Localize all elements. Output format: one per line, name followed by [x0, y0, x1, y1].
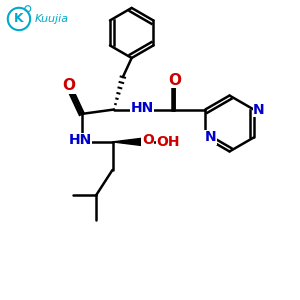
Text: N: N [205, 130, 216, 145]
Text: N: N [253, 103, 265, 116]
Text: OH: OH [157, 135, 180, 149]
Polygon shape [112, 138, 143, 146]
Text: Kuujia: Kuujia [35, 14, 69, 24]
Text: HN: HN [68, 134, 92, 147]
Text: O: O [62, 78, 75, 93]
Text: O: O [168, 73, 181, 88]
Text: O: O [142, 134, 154, 147]
Text: K: K [14, 13, 24, 26]
Text: HN: HN [130, 101, 154, 115]
